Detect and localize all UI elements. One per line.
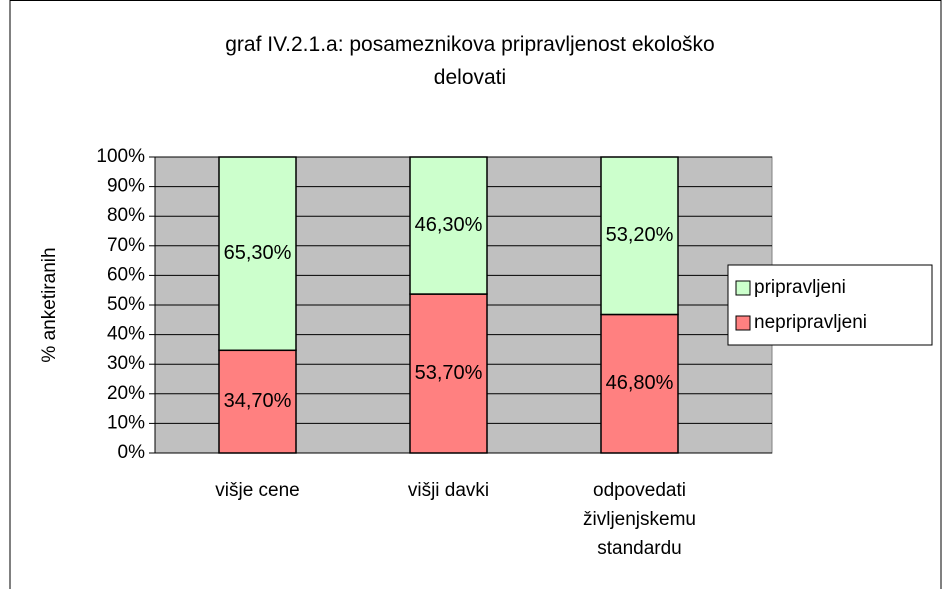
y-tick-label: 60%: [107, 264, 145, 285]
data-label: 53,20%: [606, 224, 674, 246]
x-tick-label: višji davki: [408, 480, 489, 501]
data-label: 53,70%: [415, 362, 483, 384]
legend-box: [727, 264, 933, 346]
y-tick-label: 20%: [107, 383, 145, 404]
y-tick-label: 100%: [96, 146, 145, 167]
data-label: 34,70%: [224, 390, 292, 412]
y-axis-label: % anketiranih: [39, 247, 60, 362]
legend-swatch: [735, 315, 751, 331]
legend-swatch: [735, 280, 751, 296]
bar-segment: [218, 156, 297, 352]
x-tick-label: odpovedati življenjskemu standardu: [583, 480, 696, 559]
chart-title: graf IV.2.1.a: posameznikova pripravljen…: [225, 33, 715, 89]
bar-segment: [409, 156, 488, 295]
data-label: 46,80%: [606, 372, 674, 394]
y-tick-label: 80%: [107, 205, 145, 226]
bar-segment: [409, 293, 488, 454]
y-tick-label: 10%: [107, 412, 145, 433]
legend-label: pripravljeni: [754, 277, 846, 298]
y-tick-label: 40%: [107, 324, 145, 345]
y-tick-label: 70%: [107, 235, 145, 256]
y-tick-label: 90%: [107, 176, 145, 197]
y-tick-label: 0%: [118, 442, 146, 463]
bar-segment: [600, 313, 679, 454]
y-tick-label: 30%: [107, 353, 145, 374]
data-label: 46,30%: [415, 214, 483, 236]
bar-segment: [218, 349, 297, 454]
data-label: 65,30%: [224, 242, 292, 264]
x-tick-label: višje cene: [215, 480, 300, 501]
y-tick-label: 50%: [107, 294, 145, 315]
legend-label: nepripravljeni: [754, 312, 867, 333]
bar-segment: [600, 156, 679, 316]
